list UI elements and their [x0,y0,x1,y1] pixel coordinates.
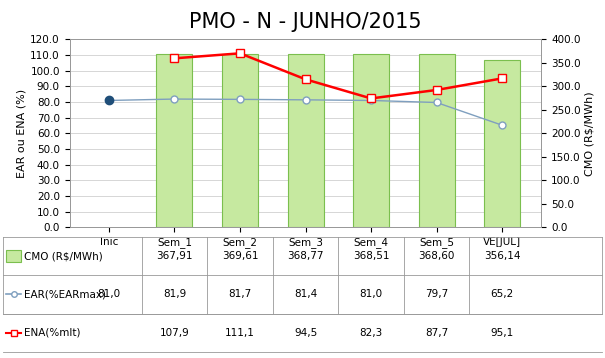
Text: 368,51: 368,51 [353,251,389,261]
Text: EAR(%EARmax): EAR(%EARmax) [24,289,106,299]
Text: 81,7: 81,7 [228,289,252,299]
Text: 81,9: 81,9 [163,289,186,299]
Text: 107,9: 107,9 [160,328,189,338]
Y-axis label: CMO (R$/MWh): CMO (R$/MWh) [585,91,595,176]
Text: 79,7: 79,7 [425,289,448,299]
Text: 82,3: 82,3 [359,328,383,338]
Text: 94,5: 94,5 [294,328,317,338]
Text: 81,4: 81,4 [294,289,317,299]
Bar [419,54,454,227]
Text: 65,2: 65,2 [491,289,514,299]
Text: 95,1: 95,1 [491,328,514,338]
Text: 111,1: 111,1 [225,328,255,338]
Text: 367,91: 367,91 [156,251,192,261]
Text: 81,0: 81,0 [359,289,382,299]
Bar [157,54,192,227]
Text: 87,7: 87,7 [425,328,448,338]
Text: 369,61: 369,61 [222,251,258,261]
Text: 356,14: 356,14 [484,251,520,261]
Y-axis label: EAR ou ENA (%): EAR ou ENA (%) [16,89,26,178]
Text: 368,77: 368,77 [287,251,324,261]
Text: CMO (R$/MWh): CMO (R$/MWh) [24,251,103,261]
Text: 368,60: 368,60 [419,251,455,261]
Bar [222,54,258,227]
Text: ENA(%mlt): ENA(%mlt) [24,328,80,338]
Text: 81,0: 81,0 [97,289,120,299]
Bar [353,54,389,227]
Bar [6,250,21,262]
Bar [484,60,520,227]
Bar [287,54,324,227]
Title: PMO - N - JUNHO/2015: PMO - N - JUNHO/2015 [189,12,422,32]
